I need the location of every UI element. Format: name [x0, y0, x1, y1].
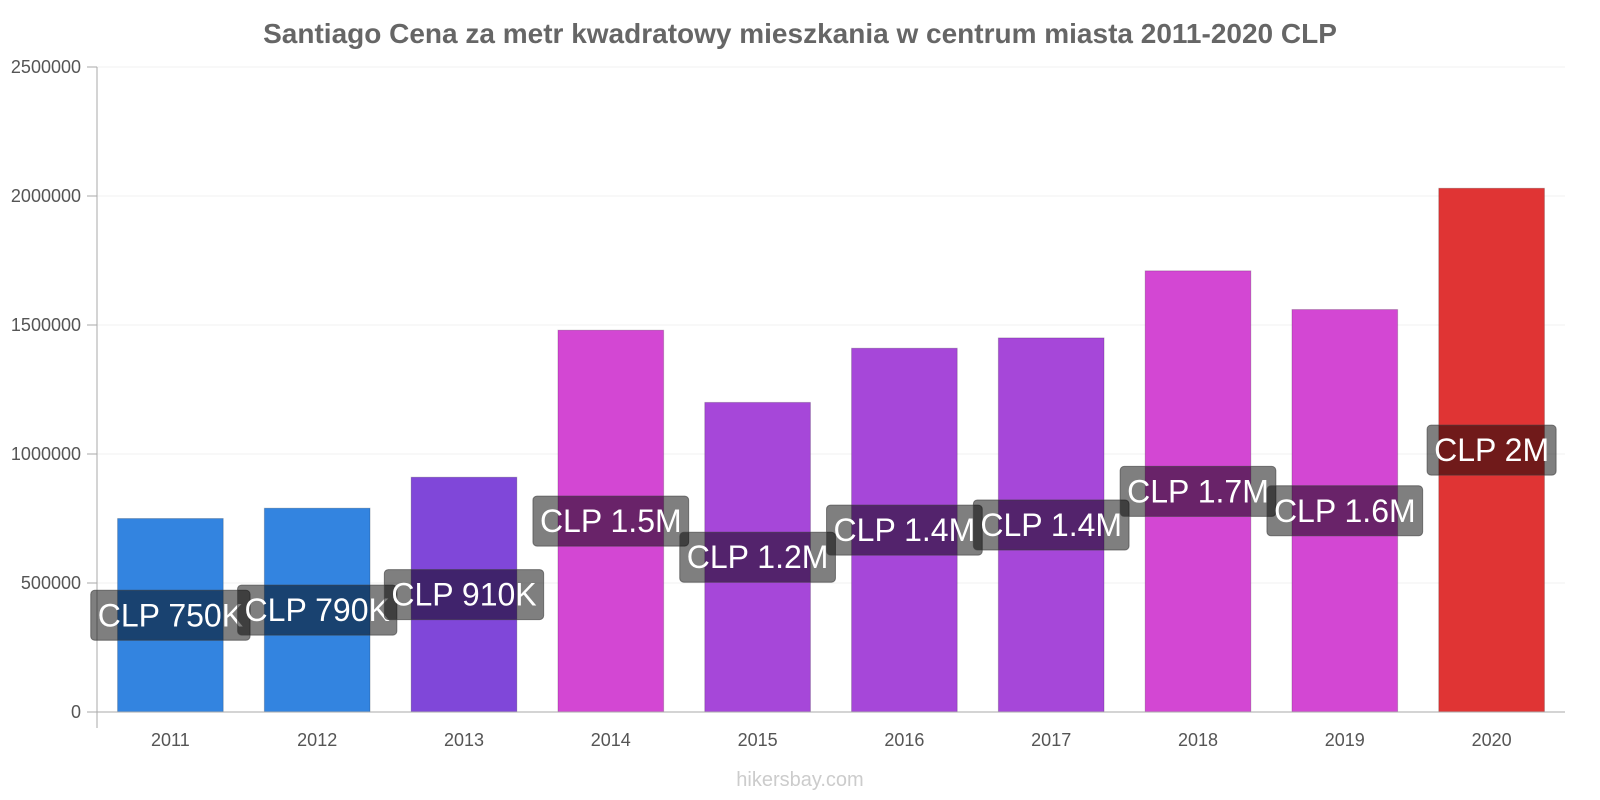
data-label-2013: CLP 910K: [383, 569, 545, 621]
data-label-2019: CLP 1.6M: [1266, 485, 1424, 537]
data-label-background: [1426, 424, 1557, 476]
source-watermark: hikersbay.com: [736, 769, 863, 791]
x-tick-label: 2012: [297, 730, 337, 750]
data-label-2014: CLP 1.5M: [532, 495, 690, 547]
y-tick-label: 2500000: [11, 57, 81, 77]
data-label-background: [532, 495, 690, 547]
data-label-text: CLP 1.4M: [980, 507, 1122, 543]
data-label-text: CLP 790K: [245, 592, 390, 628]
data-label-2016: CLP 1.4M: [826, 504, 983, 556]
data-label-text: CLP 910K: [391, 577, 536, 613]
data-label-background: [972, 499, 1130, 551]
x-tick-label: 2011: [151, 730, 190, 750]
data-label-text: CLP 1.6M: [1274, 493, 1416, 529]
x-tick-label: 2020: [1472, 730, 1512, 750]
data-label-background: [383, 569, 545, 621]
x-tick-label: 2016: [884, 730, 924, 750]
data-label-text: CLP 1.7M: [1127, 473, 1269, 509]
x-tick-label: 2013: [444, 730, 484, 750]
y-tick-label: 500000: [21, 573, 81, 593]
data-label-text: CLP 750K: [98, 597, 243, 633]
x-tick-label: 2017: [1031, 730, 1071, 750]
data-label-2018: CLP 1.7M: [1119, 465, 1277, 517]
y-tick-label: 1000000: [11, 444, 81, 464]
x-tick-label: 2018: [1178, 730, 1218, 750]
data-label-2011: CLP 750K: [90, 589, 251, 641]
data-label-2015: CLP 1.2M: [679, 531, 836, 583]
x-tick-label: 2019: [1325, 730, 1365, 750]
data-label-text: CLP 1.2M: [687, 539, 829, 575]
data-label-background: [679, 531, 836, 583]
chart-title: Santiago Cena za metr kwadratowy mieszka…: [263, 18, 1337, 49]
data-label-2017: CLP 1.4M: [972, 499, 1130, 551]
x-tick-label: 2015: [738, 730, 778, 750]
y-tick-label: 0: [71, 702, 81, 722]
data-label-text: CLP 1.4M: [834, 512, 976, 548]
data-label-text: CLP 1.5M: [540, 503, 682, 539]
data-label-background: [1266, 485, 1424, 537]
data-label-text: CLP 2M: [1434, 432, 1549, 468]
y-tick-label: 2000000: [11, 186, 81, 206]
y-tick-label: 1500000: [11, 315, 81, 335]
data-label-2020: CLP 2M: [1426, 424, 1557, 476]
data-label-2012: CLP 790K: [237, 584, 398, 636]
axes: 0 500000 1000000 1500000 2000000 2500000 2011 2…: [11, 57, 1565, 750]
x-tick-label: 2014: [591, 730, 631, 750]
